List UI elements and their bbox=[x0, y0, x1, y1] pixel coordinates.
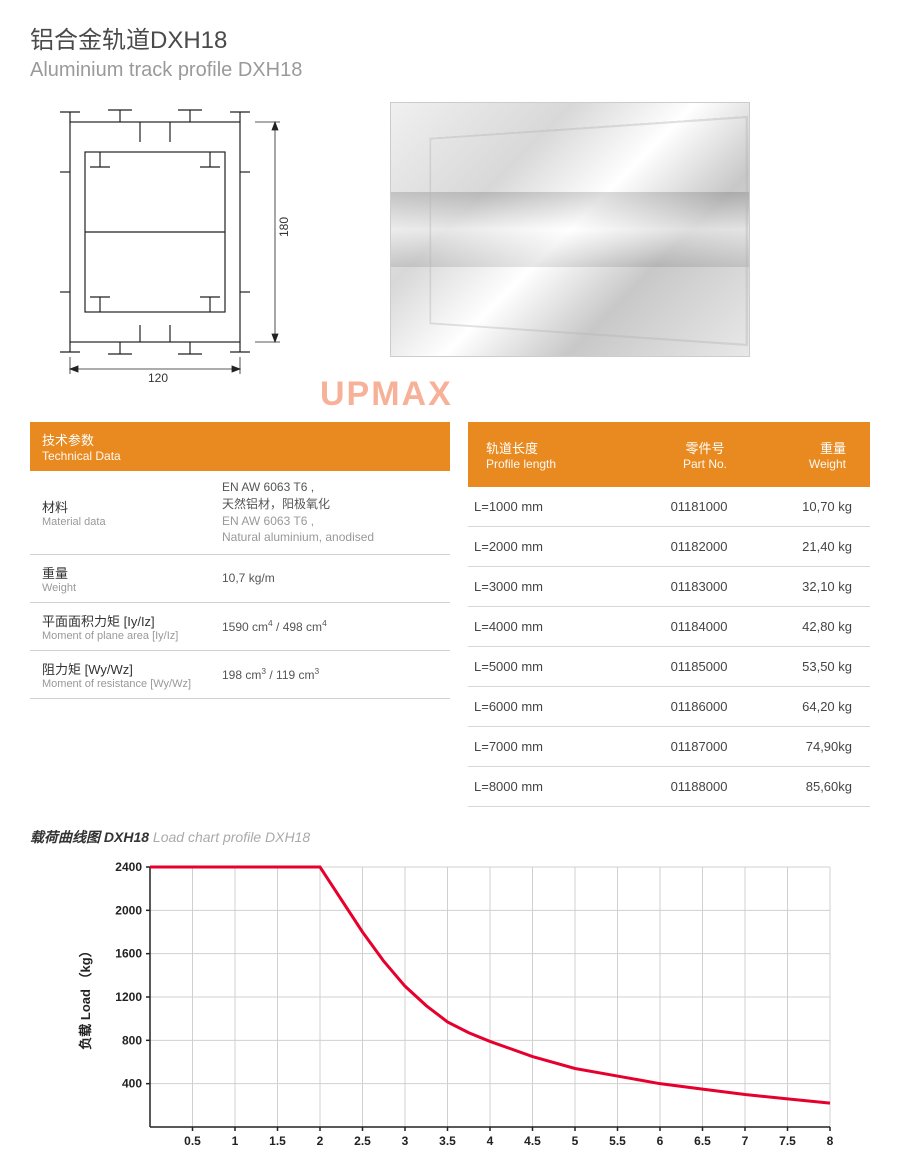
svg-text:1: 1 bbox=[232, 1134, 239, 1148]
table-row: L=3000 mm0118300032,10 kg bbox=[468, 567, 870, 607]
load-chart: 400 800 1200 1600 2000 2400 0.5 1 1.5 2 2.5 3 3.5 4 4.… bbox=[70, 857, 850, 1157]
len-h3-en: Weight bbox=[786, 457, 846, 471]
top-figures: 180 120 bbox=[30, 102, 870, 382]
len-h3-cn: 重量 bbox=[786, 438, 846, 457]
svg-text:5.5: 5.5 bbox=[609, 1134, 626, 1148]
svg-text:7.5: 7.5 bbox=[779, 1134, 796, 1148]
tech-header: 技术参数 Technical Data bbox=[30, 422, 450, 471]
tech-header-cn: 技术参数 bbox=[42, 430, 438, 449]
svg-text:6: 6 bbox=[657, 1134, 664, 1148]
svg-text:1200: 1200 bbox=[115, 990, 142, 1004]
table-row: 材料Material dataEN AW 6063 T6 ,天然铝材，阳极氧化E… bbox=[30, 471, 450, 555]
title-cn: 铝合金轨道DXH18 bbox=[30, 20, 870, 55]
svg-text:2000: 2000 bbox=[115, 903, 142, 917]
table-row: L=8000 mm0118800085,60kg bbox=[468, 767, 870, 807]
table-row: L=5000 mm0118500053,50 kg bbox=[468, 647, 870, 687]
svg-text:400: 400 bbox=[122, 1077, 142, 1091]
table-row: 平面面积力矩 [Iy/Iz]Moment of plane area [Iy/I… bbox=[30, 603, 450, 651]
len-h2-cn: 零件号 bbox=[636, 438, 774, 457]
length-header: 轨道长度 Profile length 零件号 Part No. 重量 Weig… bbox=[468, 422, 870, 487]
svg-text:2: 2 bbox=[317, 1134, 324, 1148]
technical-data-table: 技术参数 Technical Data 材料Material dataEN AW… bbox=[30, 422, 450, 807]
len-h2-en: Part No. bbox=[636, 457, 774, 471]
dim-width: 120 bbox=[148, 371, 168, 382]
technical-drawing: 180 120 bbox=[30, 102, 330, 382]
svg-text:1600: 1600 bbox=[115, 947, 142, 961]
svg-text:4.5: 4.5 bbox=[524, 1134, 541, 1148]
table-row: L=4000 mm0118400042,80 kg bbox=[468, 607, 870, 647]
table-row: L=2000 mm0118200021,40 kg bbox=[468, 527, 870, 567]
svg-text:8: 8 bbox=[827, 1134, 834, 1148]
tech-header-en: Technical Data bbox=[42, 449, 438, 463]
chart-title-cn: 载荷曲线图 DXH18 bbox=[30, 829, 149, 845]
svg-text:1.5: 1.5 bbox=[269, 1134, 286, 1148]
svg-text:7: 7 bbox=[742, 1134, 749, 1148]
table-row: L=6000 mm0118600064,20 kg bbox=[468, 687, 870, 727]
svg-text:800: 800 bbox=[122, 1033, 142, 1047]
table-row: L=7000 mm0118700074,90kg bbox=[468, 727, 870, 767]
chart-title: 载荷曲线图 DXH18 Load chart profile DXH18 bbox=[30, 827, 870, 847]
svg-text:2400: 2400 bbox=[115, 860, 142, 874]
tables: 技术参数 Technical Data 材料Material dataEN AW… bbox=[30, 422, 870, 807]
dim-height: 180 bbox=[277, 217, 291, 237]
svg-text:5: 5 bbox=[572, 1134, 579, 1148]
chart-title-en: Load chart profile DXH18 bbox=[153, 829, 310, 845]
len-h1-en: Profile length bbox=[486, 457, 624, 471]
svg-text:3: 3 bbox=[402, 1134, 409, 1148]
watermark: UPMAX bbox=[320, 375, 453, 414]
svg-text:3.5: 3.5 bbox=[439, 1134, 456, 1148]
svg-text:6.5: 6.5 bbox=[694, 1134, 711, 1148]
svg-text:4: 4 bbox=[487, 1134, 494, 1148]
svg-text:0.5: 0.5 bbox=[184, 1134, 201, 1148]
svg-text:负载 Load （kg）: 负载 Load （kg） bbox=[78, 944, 93, 1049]
product-photo bbox=[390, 102, 750, 357]
table-row: 重量Weight10,7 kg/m bbox=[30, 555, 450, 603]
table-row: 阻力矩 [Wy/Wz]Moment of resistance [Wy/Wz]1… bbox=[30, 651, 450, 699]
len-h1-cn: 轨道长度 bbox=[486, 438, 624, 457]
table-row: L=1000 mm0118100010,70 kg bbox=[468, 487, 870, 527]
title-en: Aluminium track profile DXH18 bbox=[30, 59, 870, 82]
page-title: 铝合金轨道DXH18 Aluminium track profile DXH18 bbox=[30, 20, 870, 82]
svg-text:2.5: 2.5 bbox=[354, 1134, 371, 1148]
profile-length-table: 轨道长度 Profile length 零件号 Part No. 重量 Weig… bbox=[468, 422, 870, 807]
